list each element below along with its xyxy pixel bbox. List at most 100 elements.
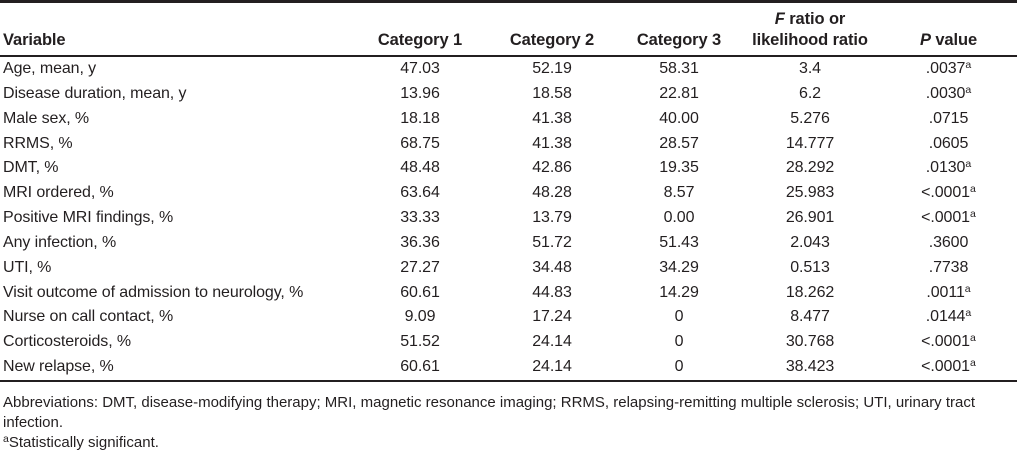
significance-superscript: a — [969, 208, 976, 221]
variable-label: Male sex, % — [3, 109, 90, 127]
table-row: Any infection, % 36.36 51.72 51.43 2.043… — [0, 231, 1017, 256]
cell-category1: 63.64 — [354, 181, 486, 206]
header-f-ratio-line1: F ratio or — [740, 9, 880, 30]
f-ratio-rest: ratio or — [784, 10, 846, 28]
p-value-text: .0144 — [925, 308, 966, 326]
category2-value: 24.14 — [532, 333, 572, 351]
category3-value: 19.35 — [659, 159, 699, 177]
category3-value: 40.00 — [659, 109, 699, 127]
cell-category2: 24.14 — [486, 330, 618, 355]
category2-value: 18.58 — [532, 84, 572, 102]
cell-category3: 14.29 — [618, 281, 740, 306]
significance-superscript: a — [969, 183, 976, 196]
table-row: Male sex, % 18.18 41.38 40.00 5.276 .071… — [0, 107, 1017, 132]
f-ratio-value: 38.423 — [785, 358, 835, 376]
p-value-text: <.0001 — [921, 358, 970, 376]
category3-value: 14.29 — [659, 283, 699, 301]
cell-f-ratio: 14.777 — [740, 132, 880, 157]
cell-category1: 48.48 — [354, 156, 486, 181]
cell-f-ratio: 2.043 — [740, 231, 880, 256]
cell-p-value: <.0001a — [880, 355, 1017, 382]
cell-p-value: .0011a — [880, 281, 1017, 306]
category3-value: 34.29 — [659, 258, 699, 276]
cell-category3: 40.00 — [618, 107, 740, 132]
cell-category1: 13.96 — [354, 82, 486, 107]
cell-p-value: .0605 — [880, 132, 1017, 157]
cell-variable: Visit outcome of admission to neurology,… — [0, 281, 354, 306]
cell-category2: 24.14 — [486, 355, 618, 382]
cell-category3: 0 — [618, 305, 740, 330]
f-ratio-value: 3.4 — [799, 60, 821, 77]
significance-superscript: a — [965, 307, 972, 320]
category1-value: 36.36 — [400, 233, 440, 251]
cell-category1: 51.52 — [354, 330, 486, 355]
category2-value: 48.28 — [532, 184, 572, 202]
table-row: Visit outcome of admission to neurology,… — [0, 281, 1017, 306]
header-category2: Category 2 — [486, 1, 618, 57]
f-ratio-value: 6.2 — [799, 84, 821, 102]
cell-p-value: <.0001a — [880, 181, 1017, 206]
table-header: Variable Category 1 Category 2 Category … — [0, 1, 1017, 57]
header-category2-label: Category 2 — [509, 31, 595, 49]
table-body: Age, mean, y 47.03 52.19 58.31 3.4 .0037… — [0, 56, 1017, 382]
table-row: Disease duration, mean, y 13.96 18.58 22… — [0, 82, 1017, 107]
cell-f-ratio: 26.901 — [740, 206, 880, 231]
p-value-text: .0130 — [925, 159, 966, 177]
abbreviations-note: Abbreviations: DMT, disease-modifying th… — [3, 393, 1013, 433]
significance-superscript: a — [965, 83, 972, 96]
p-value-rest: value — [930, 31, 978, 49]
f-ratio-value: 26.901 — [785, 209, 835, 227]
cell-category2: 18.58 — [486, 82, 618, 107]
table-row: New relapse, % 60.61 24.14 0 38.423 <.00… — [0, 355, 1017, 382]
cell-category2: 52.19 — [486, 56, 618, 82]
variable-label: RRMS, % — [3, 134, 73, 152]
f-ratio-value: 8.477 — [790, 308, 830, 326]
category1-value: 13.96 — [400, 84, 440, 102]
p-value-text: .3600 — [928, 233, 969, 251]
variable-label: MRI ordered, % — [3, 184, 114, 202]
cell-f-ratio: 5.276 — [740, 107, 880, 132]
category2-value: 13.79 — [532, 209, 572, 227]
f-ratio-value: 25.983 — [785, 184, 835, 202]
table-row: RRMS, % 68.75 41.38 28.57 14.777 .0605 — [0, 132, 1017, 157]
header-f-ratio: F ratio or likelihood ratio — [740, 1, 880, 57]
cell-category3: 19.35 — [618, 156, 740, 181]
category2-value: 34.48 — [532, 258, 572, 276]
category2-value: 17.24 — [532, 308, 572, 326]
cell-f-ratio: 0.513 — [740, 256, 880, 281]
category1-value: 68.75 — [400, 134, 440, 152]
cell-f-ratio: 6.2 — [740, 82, 880, 107]
abbreviations-text: Abbreviations: DMT, disease-modifying th… — [3, 393, 976, 431]
f-ratio-value: 0.513 — [790, 258, 830, 276]
header-f-ratio-line2: likelihood ratio — [752, 31, 868, 49]
category1-value: 33.33 — [400, 209, 440, 227]
cell-p-value: .0037a — [880, 56, 1017, 82]
cell-variable: Nurse on call contact, % — [0, 305, 354, 330]
category1-value: 18.18 — [400, 109, 440, 127]
variable-label: Corticosteroids, % — [3, 333, 132, 351]
significance-superscript: a — [965, 158, 972, 171]
f-ratio-value: 30.768 — [785, 333, 835, 351]
significance-superscript: a — [969, 332, 976, 345]
p-value-text: .0715 — [928, 109, 969, 127]
cell-variable: Age, mean, y — [0, 56, 354, 82]
significance-superscript: a — [964, 282, 971, 295]
cell-variable: UTI, % — [0, 256, 354, 281]
category1-value: 27.27 — [400, 258, 440, 276]
cell-category3: 0 — [618, 330, 740, 355]
category2-value: 51.72 — [532, 233, 572, 251]
cell-category3: 28.57 — [618, 132, 740, 157]
p-value-text: .7738 — [928, 258, 969, 276]
category2-value: 41.38 — [532, 109, 572, 127]
cell-category3: 8.57 — [618, 181, 740, 206]
cell-variable: Any infection, % — [0, 231, 354, 256]
cell-variable: New relapse, % — [0, 355, 354, 382]
variable-label: Age, mean, y — [3, 60, 97, 77]
category3-value: 51.43 — [659, 233, 699, 251]
category3-value: 0 — [674, 333, 684, 351]
variable-label: DMT, % — [3, 159, 59, 177]
category2-value: 44.83 — [532, 283, 572, 301]
table-row: MRI ordered, % 63.64 48.28 8.57 25.983 <… — [0, 181, 1017, 206]
table-row: Corticosteroids, % 51.52 24.14 0 30.768 … — [0, 330, 1017, 355]
cell-category3: 0 — [618, 355, 740, 382]
